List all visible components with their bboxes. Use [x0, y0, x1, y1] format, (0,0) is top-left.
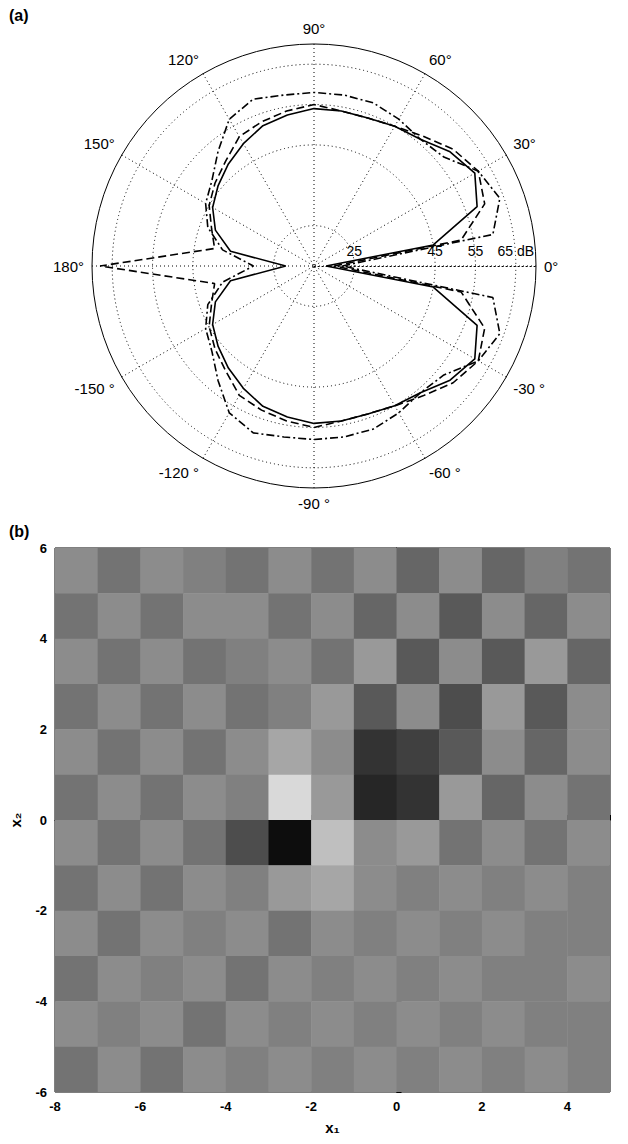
svg-text:x₂: x₂ [7, 812, 24, 827]
svg-text:4: 4 [564, 1099, 572, 1114]
svg-text:180°: 180° [53, 258, 84, 275]
svg-text:(b): (b) [9, 523, 29, 540]
svg-text:4: 4 [40, 631, 48, 646]
svg-text:0: 0 [393, 1099, 400, 1114]
svg-text:x₁: x₁ [325, 1119, 340, 1136]
svg-text:(a): (a) [9, 7, 29, 24]
svg-text:30°: 30° [513, 135, 536, 152]
svg-text:2: 2 [40, 722, 47, 737]
svg-text:150°: 150° [84, 135, 115, 152]
svg-text:-6: -6 [35, 1085, 47, 1100]
svg-text:-2: -2 [305, 1099, 317, 1114]
svg-text:-90 °: -90 ° [298, 495, 330, 512]
svg-text:-2: -2 [35, 903, 47, 918]
svg-text:6: 6 [40, 541, 47, 556]
svg-text:0: 0 [40, 813, 47, 828]
svg-text:-150 °: -150 ° [75, 380, 115, 397]
svg-text:65 dB: 65 dB [498, 243, 535, 259]
svg-text:-120 °: -120 ° [159, 464, 199, 481]
svg-text:-60 °: -60 ° [429, 464, 461, 481]
svg-text:-6: -6 [135, 1099, 147, 1114]
svg-text:60°: 60° [429, 51, 452, 68]
svg-text:-4: -4 [220, 1099, 232, 1114]
svg-text:120°: 120° [168, 51, 199, 68]
svg-text:25: 25 [347, 243, 363, 259]
svg-text:-4: -4 [35, 994, 47, 1009]
svg-text:55: 55 [468, 243, 484, 259]
svg-text:-30 °: -30 ° [513, 380, 545, 397]
svg-text:-8: -8 [49, 1099, 61, 1114]
svg-text:90°: 90° [303, 20, 326, 37]
svg-text:2: 2 [478, 1099, 485, 1114]
svg-text:0°: 0° [544, 258, 558, 275]
svg-text:45: 45 [427, 243, 443, 259]
